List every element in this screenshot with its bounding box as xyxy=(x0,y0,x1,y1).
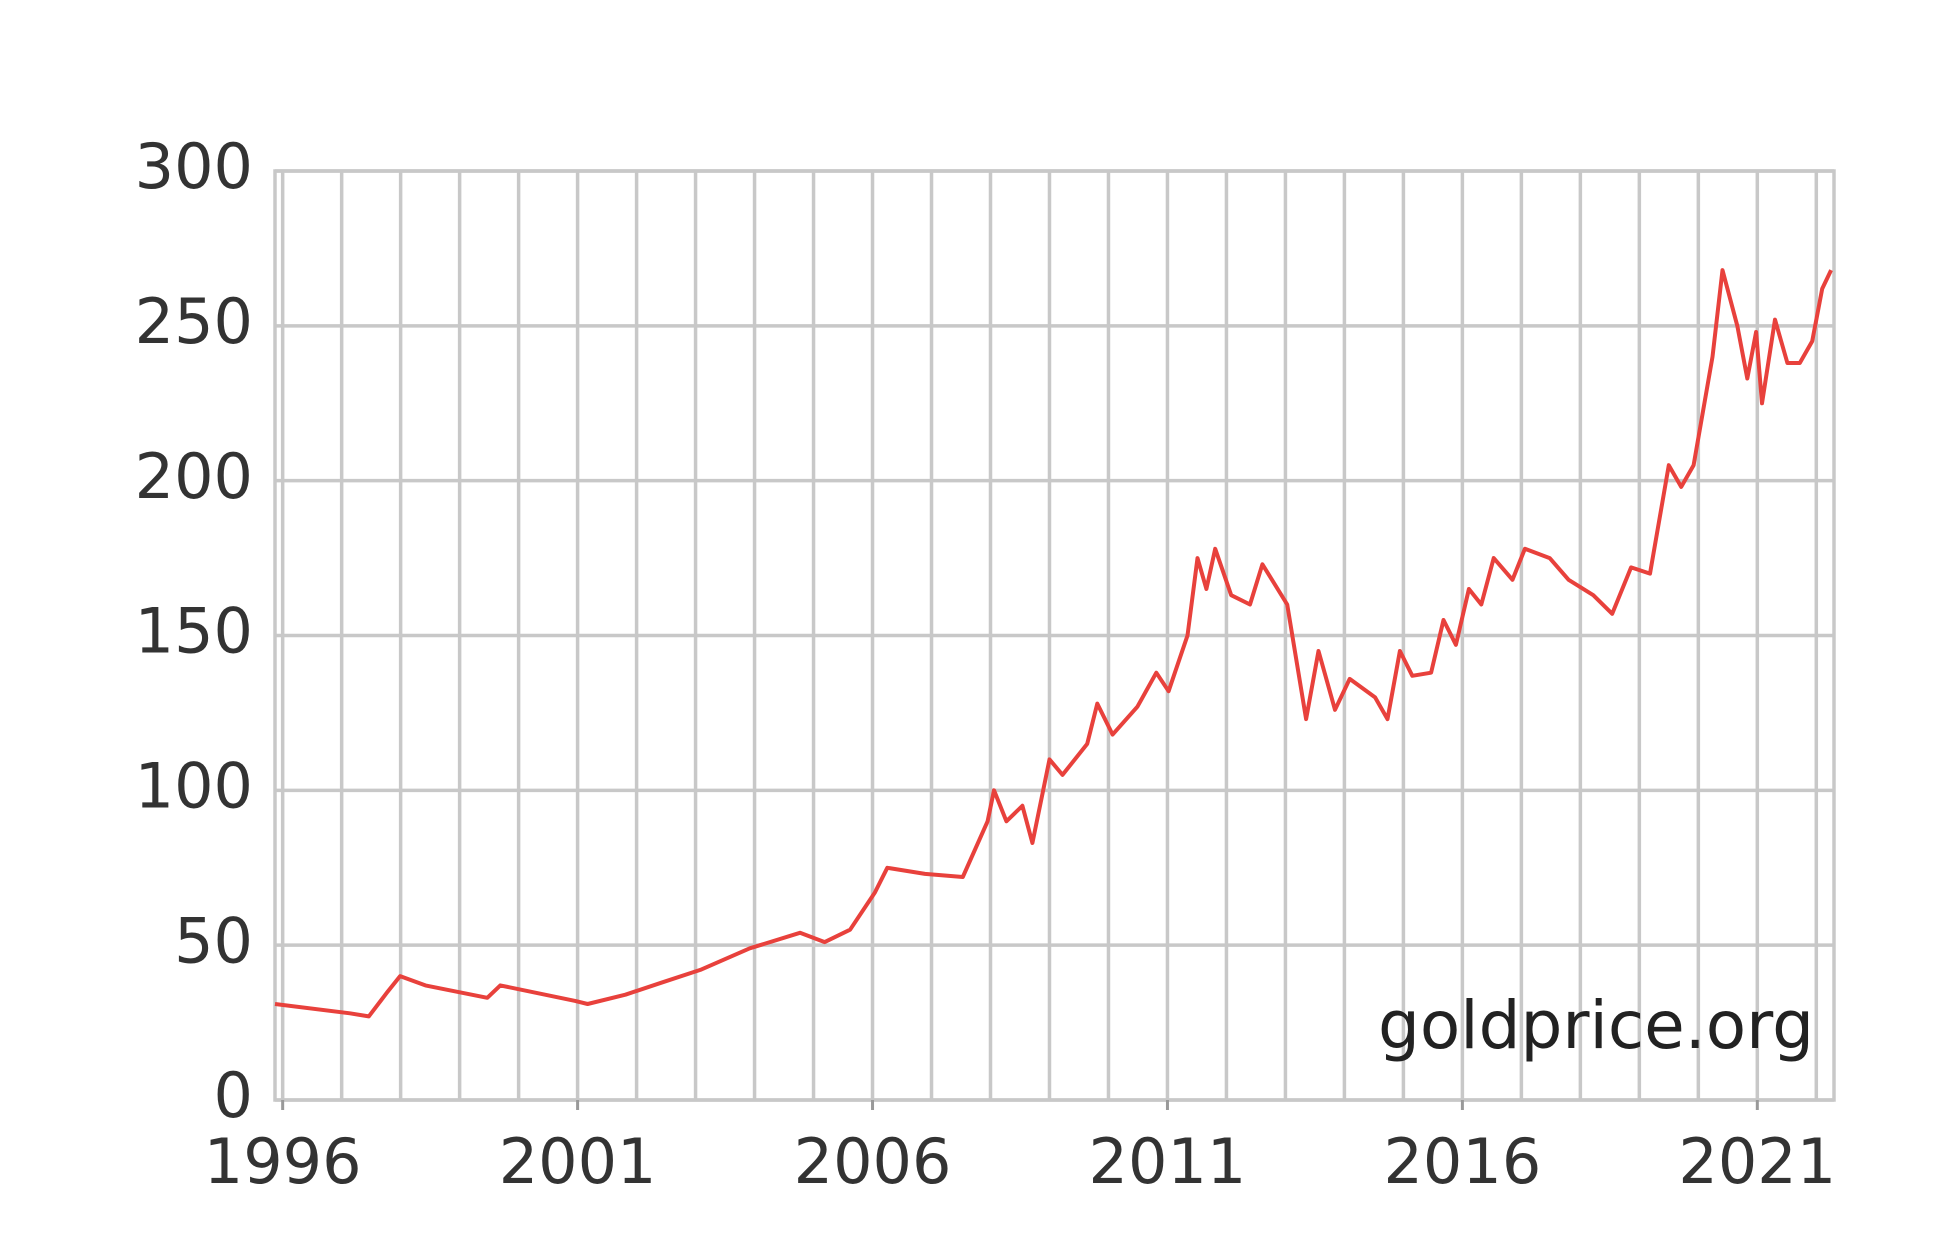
x-tick-label: 2011 xyxy=(1089,1125,1247,1198)
plot-border xyxy=(273,169,1836,1102)
x-tick-label: 2021 xyxy=(1678,1125,1836,1198)
y-tick-label: 150 xyxy=(135,595,253,668)
y-tick-label: 50 xyxy=(174,904,253,977)
watermark: goldprice.org xyxy=(1378,987,1814,1064)
line xyxy=(274,268,1833,1019)
y-tick-label: 300 xyxy=(135,130,253,203)
x-tick-label: 1996 xyxy=(204,1125,362,1198)
x-tick-label: 2016 xyxy=(1383,1125,1541,1198)
y-tick-label: 200 xyxy=(135,440,253,513)
y-tick-label: 100 xyxy=(135,749,253,822)
y-tick-label: 0 xyxy=(214,1059,253,1132)
x-tick-label: 2006 xyxy=(794,1125,952,1198)
x-tick-label: 2001 xyxy=(499,1125,657,1198)
y-tick-label: 250 xyxy=(135,285,253,358)
